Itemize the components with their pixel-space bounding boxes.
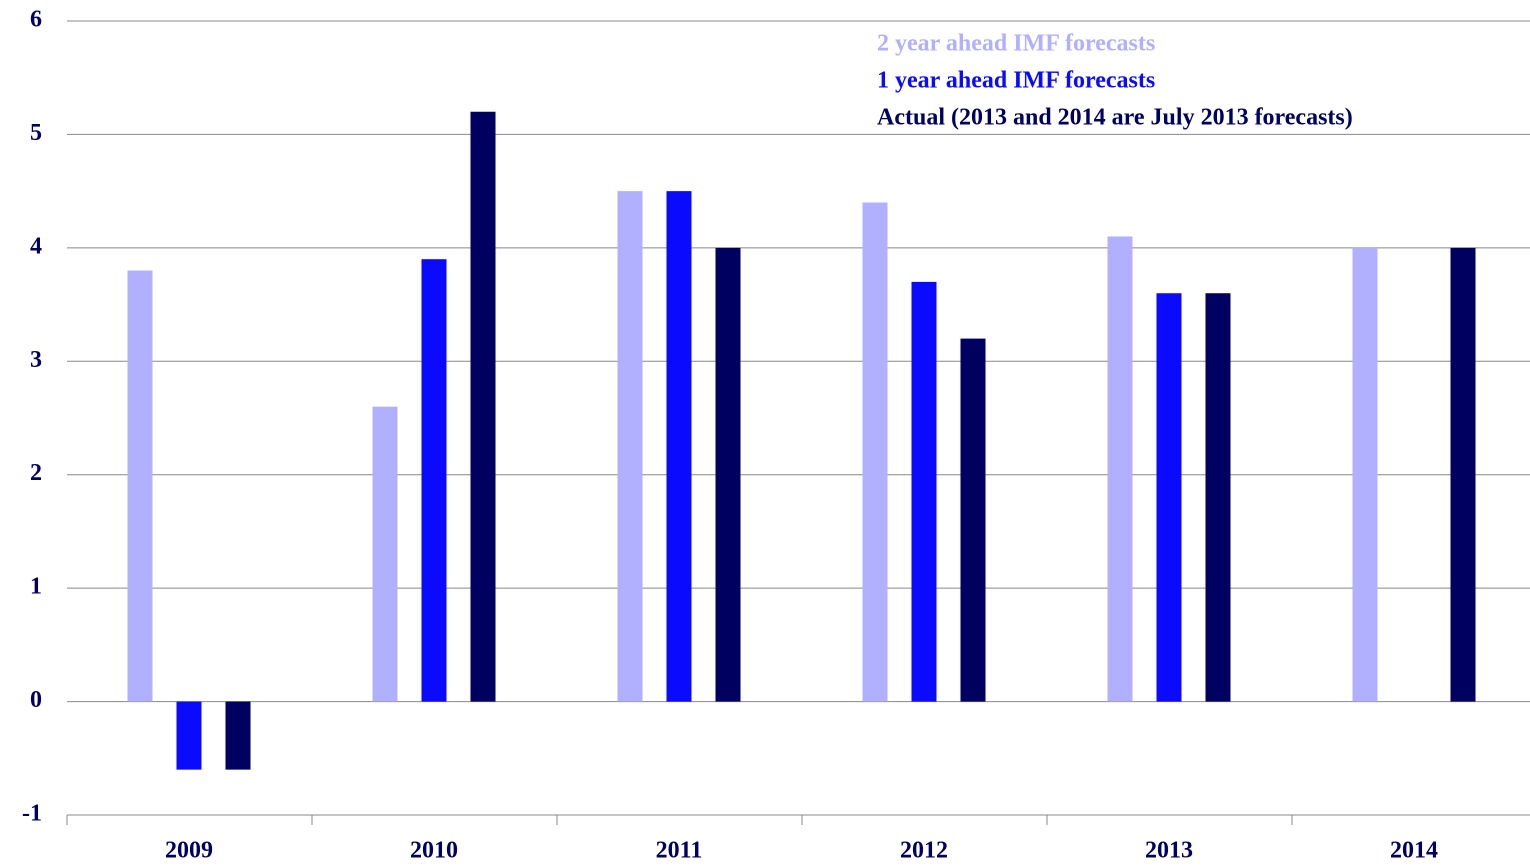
bar xyxy=(421,259,447,702)
bar xyxy=(666,191,692,702)
y-tick-label: 6 xyxy=(30,7,42,33)
y-tick-label: 3 xyxy=(30,347,42,373)
y-tick-label: 2 xyxy=(30,460,42,486)
bar xyxy=(127,270,153,702)
bar xyxy=(911,281,937,702)
bar xyxy=(1450,247,1476,702)
bar xyxy=(176,701,202,770)
bar xyxy=(470,111,496,702)
x-tick-label: 2009 xyxy=(165,838,213,864)
bar xyxy=(1205,293,1231,702)
y-tick-label: 1 xyxy=(30,574,42,600)
x-tick-label: 2013 xyxy=(1145,838,1193,864)
bar xyxy=(372,406,398,702)
bar xyxy=(1156,293,1182,702)
y-tick-label: -1 xyxy=(22,801,42,827)
legend-entry: 1 year ahead IMF forecasts xyxy=(877,68,1155,94)
x-tick-label: 2012 xyxy=(900,838,948,864)
bar xyxy=(225,701,251,770)
y-tick-label: 5 xyxy=(30,120,42,146)
bar xyxy=(1107,236,1133,702)
y-tick-label: 4 xyxy=(30,233,42,259)
bar xyxy=(617,191,643,702)
bar xyxy=(862,202,888,702)
x-tick-label: 2010 xyxy=(410,838,458,864)
x-tick-label: 2014 xyxy=(1390,838,1438,864)
bar xyxy=(960,338,986,702)
bar xyxy=(715,247,741,702)
x-tick-label: 2011 xyxy=(656,838,703,864)
bar xyxy=(1352,247,1378,702)
legend-entry: Actual (2013 and 2014 are July 2013 fore… xyxy=(877,105,1353,131)
legend-entry: 2 year ahead IMF forecasts xyxy=(877,31,1155,57)
y-tick-label: 0 xyxy=(30,687,42,713)
